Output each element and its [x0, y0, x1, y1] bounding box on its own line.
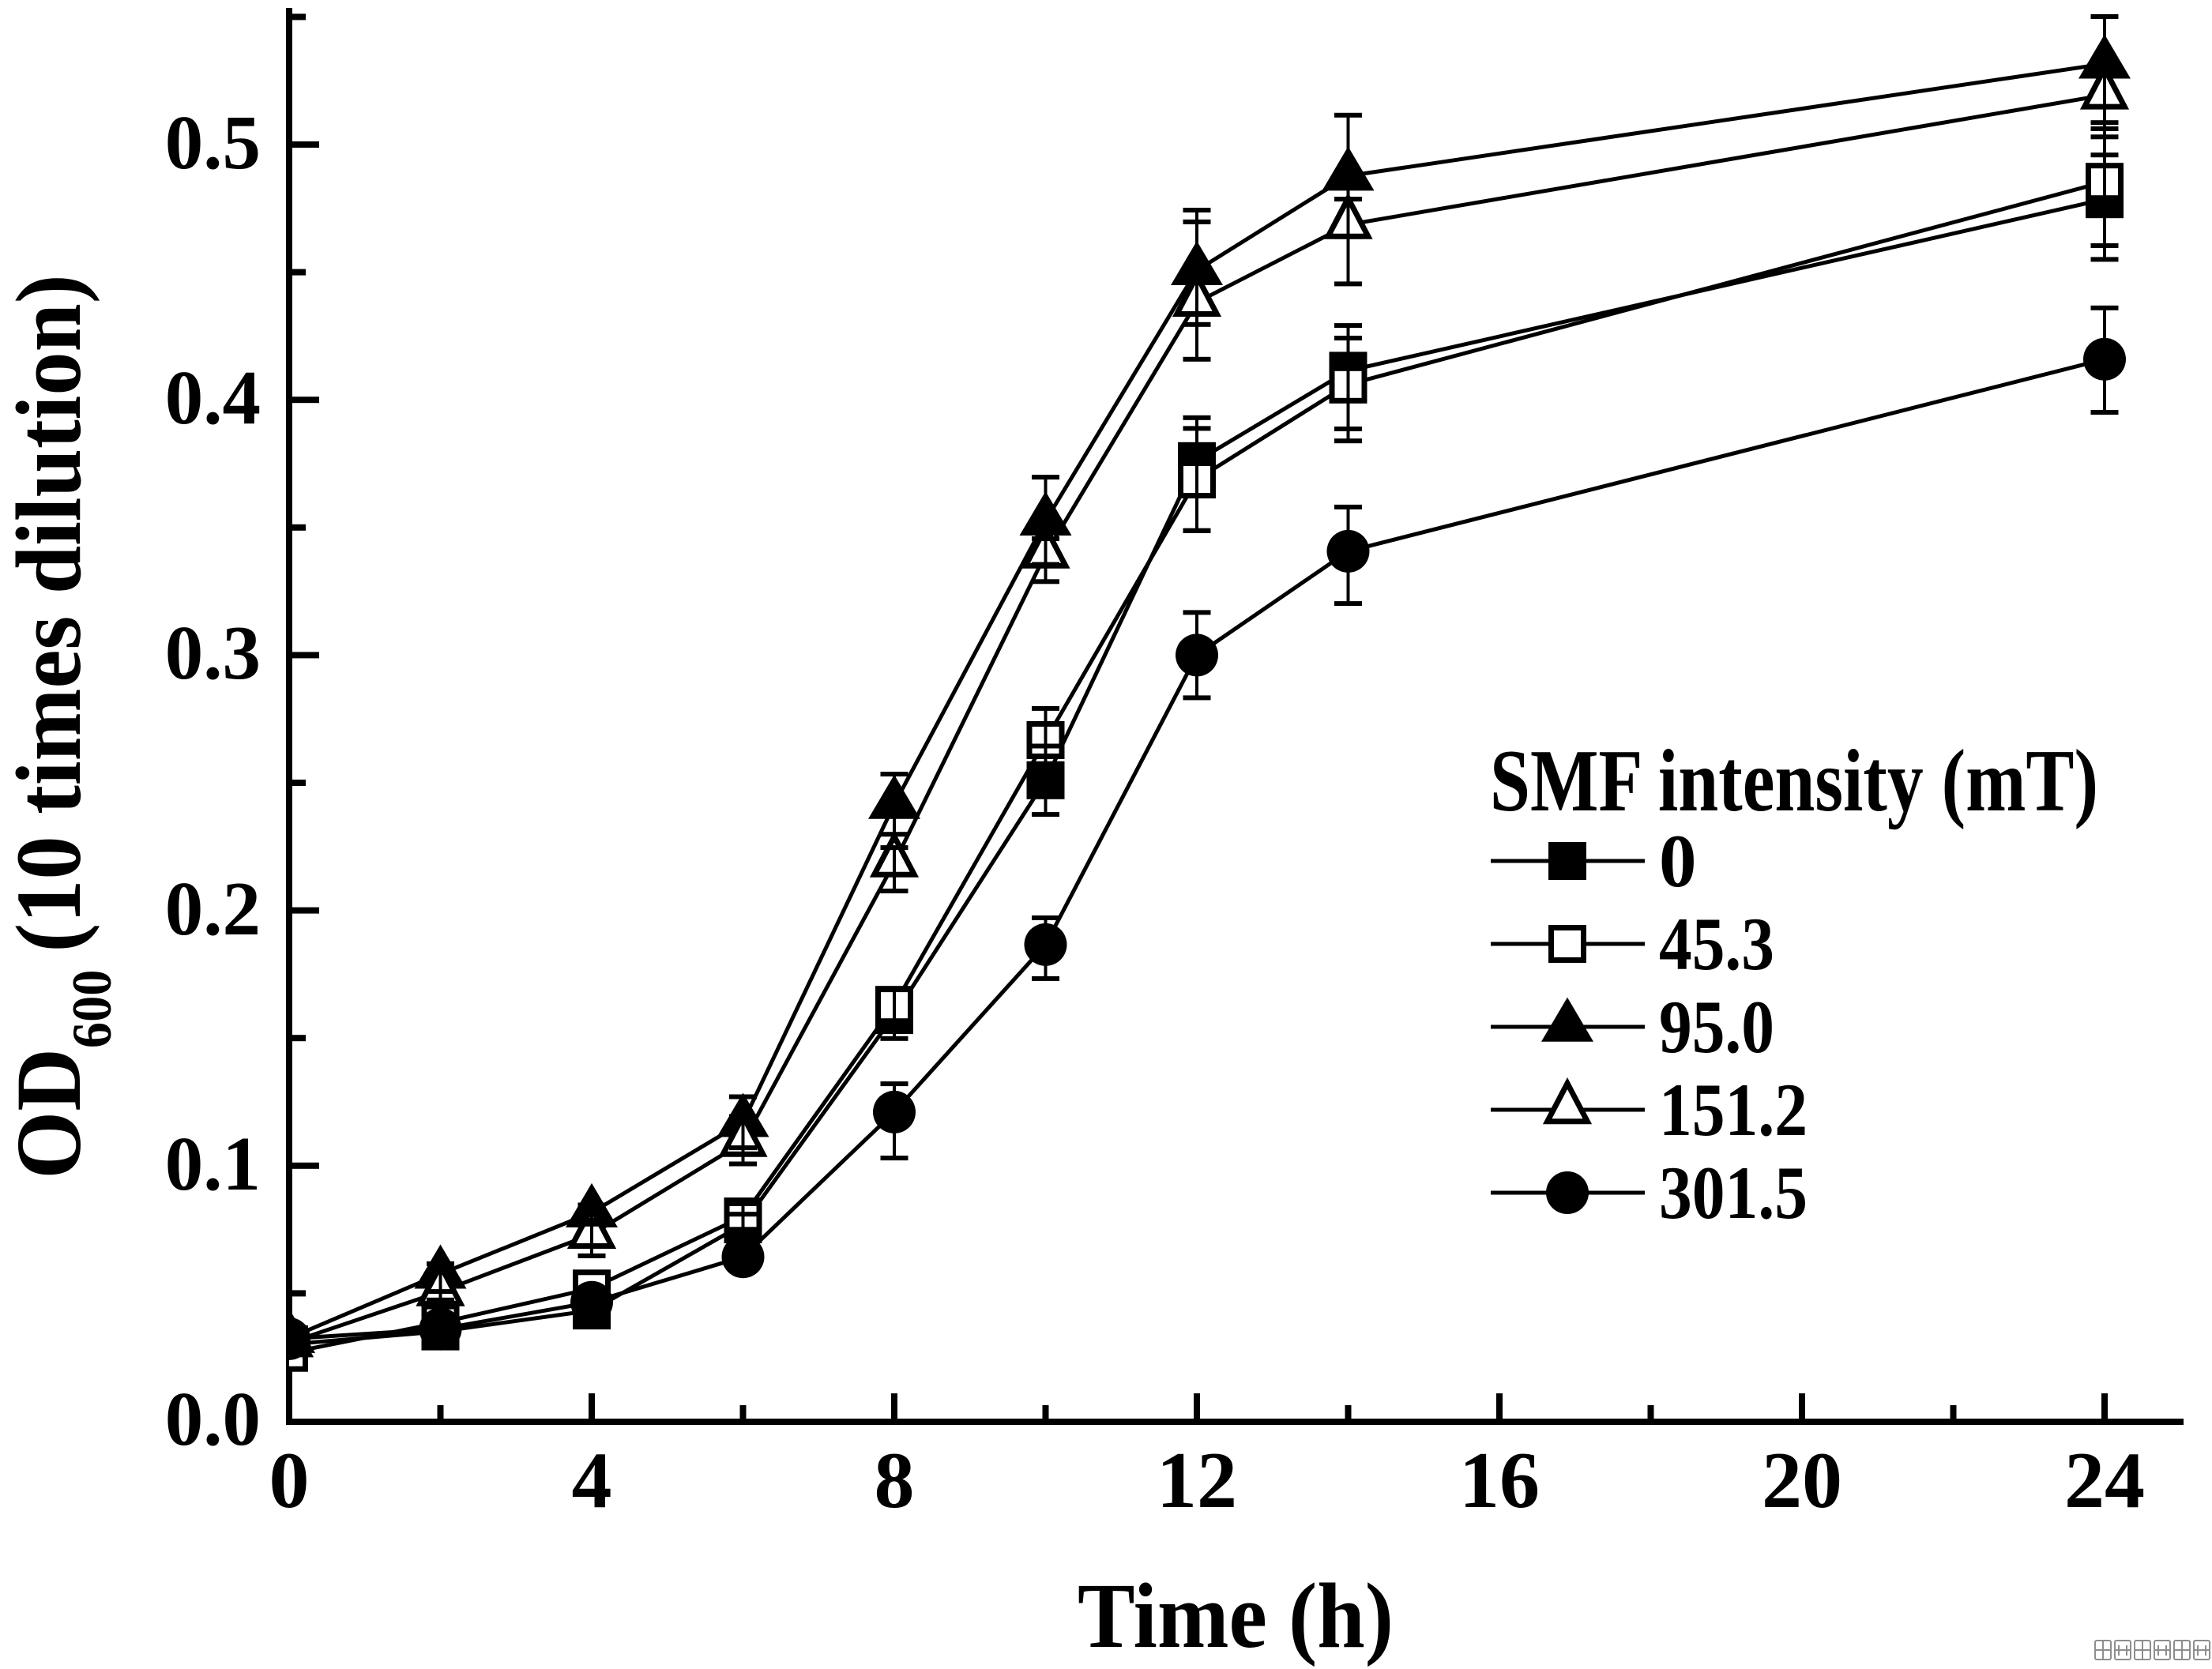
- svg-text:0: 0: [269, 1436, 310, 1525]
- svg-text:Time (h): Time (h): [1078, 1564, 1394, 1667]
- svg-text:0.5: 0.5: [165, 100, 261, 185]
- svg-text:OD600 (10 times dilution): OD600 (10 times dilution): [0, 274, 122, 1178]
- svg-text:12: 12: [1157, 1436, 1237, 1525]
- svg-text:0.4: 0.4: [165, 355, 261, 440]
- svg-text:20: 20: [1762, 1436, 1842, 1525]
- svg-text:0.3: 0.3: [165, 611, 261, 695]
- svg-text:151.2: 151.2: [1659, 1068, 1808, 1152]
- svg-text:95.0: 95.0: [1659, 985, 1774, 1069]
- svg-text:0: 0: [1659, 819, 1697, 903]
- svg-text:8: 8: [875, 1436, 915, 1525]
- svg-text:301.5: 301.5: [1659, 1151, 1808, 1235]
- svg-text:0.1: 0.1: [165, 1122, 261, 1206]
- svg-text:45.3: 45.3: [1659, 902, 1774, 986]
- svg-text:4: 4: [572, 1436, 612, 1525]
- svg-text:24: 24: [2064, 1436, 2145, 1525]
- svg-text:0.2: 0.2: [165, 866, 261, 951]
- svg-text:SMF intensity (mT): SMF intensity (mT): [1490, 732, 2098, 830]
- svg-text:0.0: 0.0: [165, 1377, 261, 1461]
- svg-text:16: 16: [1459, 1436, 1540, 1525]
